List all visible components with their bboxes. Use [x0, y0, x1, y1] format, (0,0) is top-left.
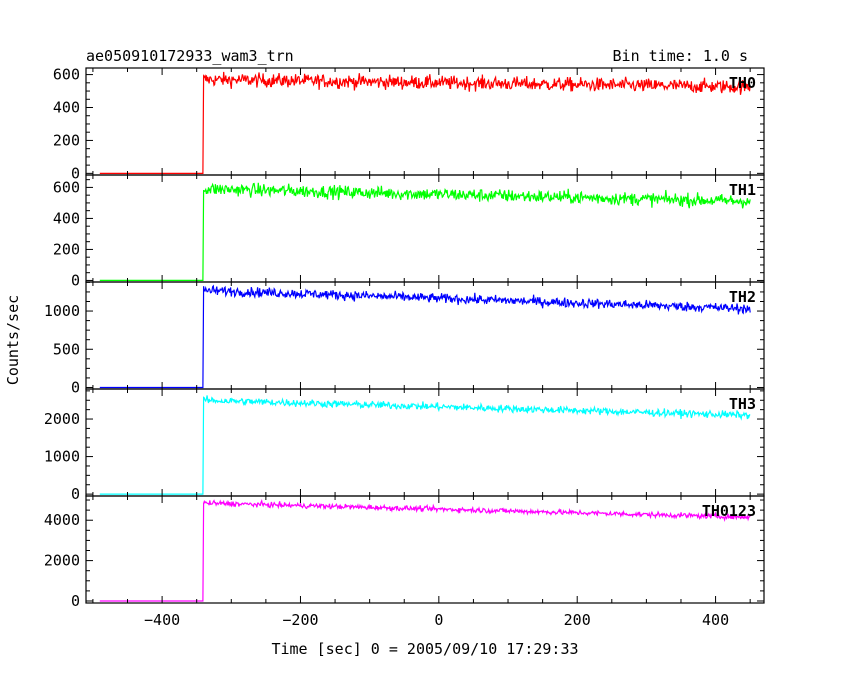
series-label-th0: TH0	[729, 74, 756, 92]
y-tick-label: 200	[53, 131, 80, 149]
y-tick-label: 600	[53, 66, 80, 84]
y-tick-label: 0	[71, 485, 80, 503]
y-tick-label: 0	[71, 592, 80, 610]
y-tick-label: 0	[71, 271, 80, 289]
y-tick-label: 1000	[44, 302, 80, 320]
x-tick-label: 400	[702, 611, 729, 629]
x-tick-label: −200	[282, 611, 318, 629]
panel-th1: 0 200 400 600 TH1	[53, 174, 765, 289]
panel-th3: 0 1000 2000 TH3	[44, 388, 765, 503]
series-line-th0	[99, 71, 751, 174]
series-line-th3	[99, 395, 751, 495]
series-line-th2	[99, 284, 751, 389]
series-label-th2: TH2	[729, 288, 756, 306]
series-line-th1	[99, 182, 751, 281]
y-tick-label: 1000	[44, 448, 80, 466]
series-label-th0123: TH0123	[702, 502, 756, 520]
x-axis: −400 −200 0 200 400	[144, 611, 729, 629]
x-tick-label: 0	[434, 611, 443, 629]
series-label-th1: TH1	[729, 181, 756, 199]
panel-frame	[85, 495, 765, 604]
y-tick-label: 4000	[44, 511, 80, 529]
series-label-th3: TH3	[729, 395, 756, 413]
series-line-th0123	[99, 499, 751, 602]
panel-th2: 0 500 1000 TH2	[44, 281, 765, 396]
y-tick-label: 500	[53, 340, 80, 358]
y-tick-label: 2000	[44, 552, 80, 570]
y-tick-label: 0	[71, 378, 80, 396]
y-tick-label: 2000	[44, 410, 80, 428]
y-tick-label: 400	[53, 209, 80, 227]
x-tick-label: 200	[564, 611, 591, 629]
bin-time-label: Bin time: 1.0 s	[613, 47, 748, 65]
panel-th0: 0 200 400 600 TH0	[53, 66, 765, 182]
panel-frame	[85, 174, 765, 283]
y-tick-label: 400	[53, 99, 80, 117]
x-tick-label: −400	[144, 611, 180, 629]
chart-title: ae050910172933_wam3_trn	[86, 47, 294, 65]
panels-group: 0 200 400 600 TH0 0 200 400 600 TH1 0 500 1000 TH2 0 10…	[44, 66, 765, 610]
panel-th0123: 0 2000 4000 TH0123	[44, 495, 765, 610]
y-tick-label: 600	[53, 178, 80, 196]
y-tick-label: 0	[71, 164, 80, 182]
y-tick-label: 200	[53, 240, 80, 258]
y-axis-title: Counts/sec	[4, 295, 22, 385]
x-axis-title: Time [sec] 0 = 2005/09/10 17:29:33	[271, 640, 578, 658]
